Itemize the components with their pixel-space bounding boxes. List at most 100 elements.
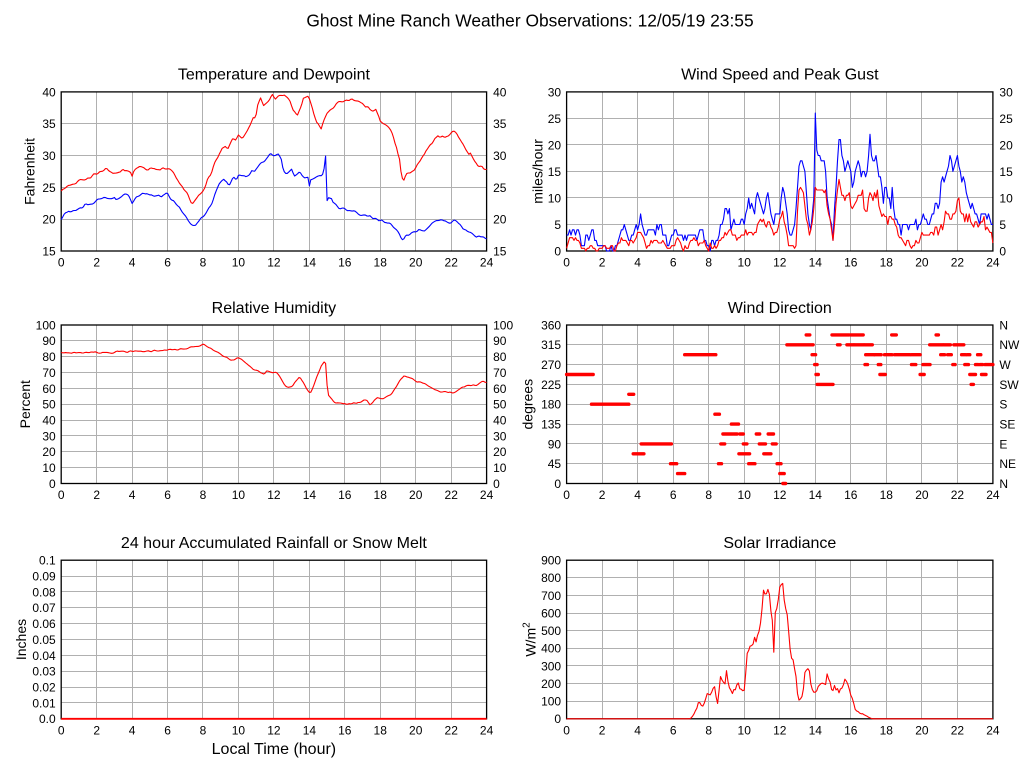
svg-text:12: 12 — [267, 256, 281, 270]
svg-text:Percent: Percent — [17, 380, 33, 428]
svg-text:60: 60 — [42, 382, 56, 396]
svg-text:30: 30 — [493, 149, 507, 163]
svg-text:14: 14 — [809, 256, 823, 270]
svg-text:700: 700 — [541, 589, 561, 603]
svg-text:30: 30 — [548, 85, 562, 99]
svg-text:18: 18 — [374, 256, 388, 270]
svg-text:24: 24 — [480, 488, 494, 502]
svg-text:315: 315 — [541, 338, 561, 352]
svg-text:8: 8 — [705, 488, 712, 502]
svg-text:12: 12 — [773, 723, 787, 737]
svg-text:16: 16 — [844, 256, 858, 270]
svg-text:Solar Irradiance: Solar Irradiance — [723, 535, 836, 552]
svg-text:12: 12 — [773, 488, 787, 502]
svg-text:50: 50 — [493, 398, 507, 412]
svg-text:10: 10 — [232, 256, 246, 270]
svg-text:0: 0 — [554, 477, 561, 491]
svg-text:2: 2 — [599, 256, 606, 270]
svg-text:6: 6 — [164, 723, 171, 737]
svg-text:300: 300 — [541, 659, 561, 673]
svg-text:8: 8 — [200, 723, 207, 737]
svg-text:0: 0 — [999, 244, 1006, 258]
svg-text:0.1: 0.1 — [39, 554, 56, 568]
svg-text:14: 14 — [809, 723, 823, 737]
svg-text:14: 14 — [303, 723, 317, 737]
svg-text:200: 200 — [541, 677, 561, 691]
svg-text:20: 20 — [915, 723, 929, 737]
svg-text:NW: NW — [999, 338, 1020, 352]
svg-text:20: 20 — [42, 213, 56, 227]
svg-text:22: 22 — [445, 256, 459, 270]
svg-text:20: 20 — [409, 488, 423, 502]
svg-text:18: 18 — [374, 723, 388, 737]
svg-text:4: 4 — [634, 723, 641, 737]
svg-text:Relative Humidity: Relative Humidity — [212, 300, 336, 317]
svg-text:18: 18 — [880, 723, 894, 737]
svg-text:16: 16 — [844, 488, 858, 502]
svg-text:24: 24 — [986, 256, 1000, 270]
svg-text:12: 12 — [267, 488, 281, 502]
svg-text:4: 4 — [634, 256, 641, 270]
svg-text:0.0: 0.0 — [39, 712, 56, 726]
svg-text:6: 6 — [670, 488, 677, 502]
svg-text:45: 45 — [548, 457, 562, 471]
svg-text:Local Time (hour): Local Time (hour) — [212, 741, 337, 758]
svg-text:Wind Direction: Wind Direction — [728, 300, 832, 317]
svg-text:90: 90 — [493, 334, 507, 348]
svg-text:20: 20 — [999, 138, 1013, 152]
svg-text:100: 100 — [541, 695, 561, 709]
svg-text:24: 24 — [480, 723, 494, 737]
svg-text:400: 400 — [541, 642, 561, 656]
svg-text:0: 0 — [563, 256, 570, 270]
svg-text:0.04: 0.04 — [32, 649, 56, 663]
svg-text:0.06: 0.06 — [32, 617, 56, 631]
svg-text:25: 25 — [548, 112, 562, 126]
svg-text:500: 500 — [541, 624, 561, 638]
svg-text:0.03: 0.03 — [32, 665, 56, 679]
svg-text:100: 100 — [493, 318, 513, 332]
svg-text:0: 0 — [58, 488, 65, 502]
svg-text:4: 4 — [129, 256, 136, 270]
svg-text:70: 70 — [42, 366, 56, 380]
svg-text:50: 50 — [42, 398, 56, 412]
svg-text:18: 18 — [374, 488, 388, 502]
svg-text:8: 8 — [705, 723, 712, 737]
svg-text:degrees: degrees — [520, 379, 536, 430]
svg-text:24: 24 — [986, 723, 1000, 737]
svg-text:20: 20 — [409, 723, 423, 737]
svg-text:6: 6 — [670, 723, 677, 737]
svg-text:20: 20 — [915, 256, 929, 270]
svg-text:W/m2: W/m2 — [522, 622, 539, 657]
svg-text:0: 0 — [554, 712, 561, 726]
svg-text:18: 18 — [880, 256, 894, 270]
svg-text:22: 22 — [445, 723, 459, 737]
svg-text:14: 14 — [303, 488, 317, 502]
svg-text:20: 20 — [915, 488, 929, 502]
svg-text:80: 80 — [493, 350, 507, 364]
svg-text:8: 8 — [200, 256, 207, 270]
svg-text:20: 20 — [493, 445, 507, 459]
svg-text:0.09: 0.09 — [32, 570, 56, 584]
svg-text:60: 60 — [493, 382, 507, 396]
svg-text:14: 14 — [809, 488, 823, 502]
svg-text:22: 22 — [951, 256, 965, 270]
svg-text:10: 10 — [232, 488, 246, 502]
svg-text:22: 22 — [445, 488, 459, 502]
svg-text:10: 10 — [493, 461, 507, 475]
svg-text:80: 80 — [42, 350, 56, 364]
svg-text:25: 25 — [999, 112, 1013, 126]
svg-text:15: 15 — [493, 244, 507, 258]
svg-text:0.02: 0.02 — [32, 681, 56, 695]
svg-text:30: 30 — [42, 149, 56, 163]
svg-text:0: 0 — [493, 477, 500, 491]
svg-text:0: 0 — [563, 488, 570, 502]
svg-text:12: 12 — [267, 723, 281, 737]
svg-text:16: 16 — [844, 723, 858, 737]
svg-text:N: N — [999, 477, 1008, 491]
svg-text:20: 20 — [42, 445, 56, 459]
svg-text:15: 15 — [548, 165, 562, 179]
svg-text:2: 2 — [93, 723, 100, 737]
svg-text:10: 10 — [548, 191, 562, 205]
svg-text:N: N — [999, 318, 1008, 332]
svg-text:35: 35 — [493, 117, 507, 131]
